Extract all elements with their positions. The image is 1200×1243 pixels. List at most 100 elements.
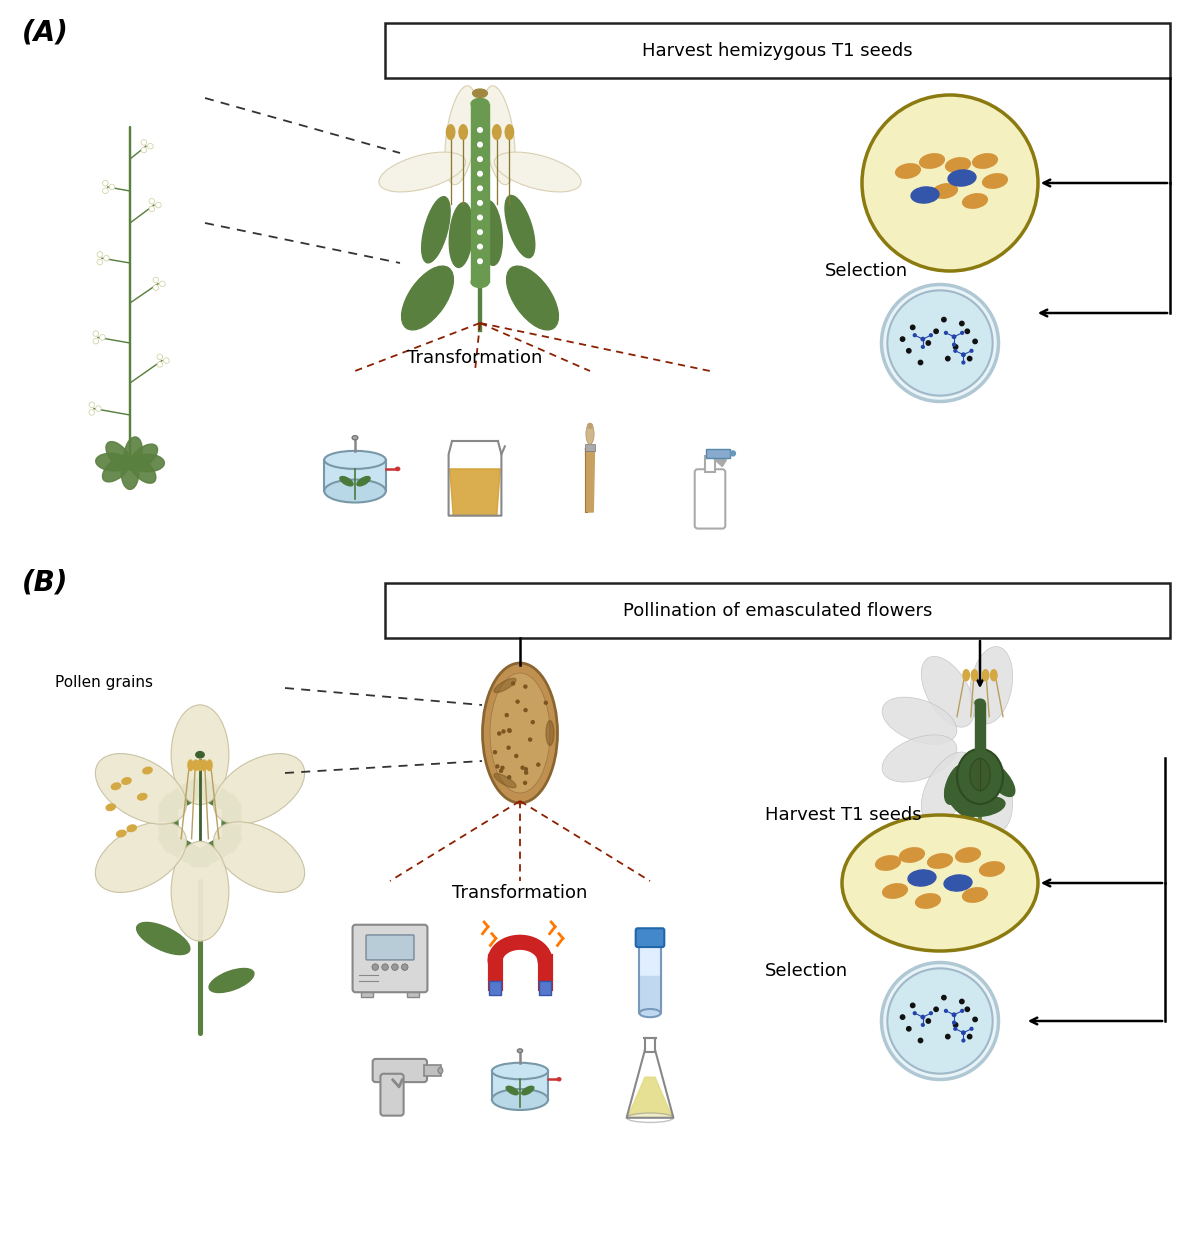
Text: Selection: Selection: [766, 962, 848, 979]
Ellipse shape: [112, 783, 121, 789]
Circle shape: [900, 1016, 905, 1019]
Ellipse shape: [172, 705, 229, 804]
Ellipse shape: [130, 444, 157, 470]
Circle shape: [930, 1012, 932, 1014]
Ellipse shape: [96, 454, 130, 471]
Circle shape: [973, 1017, 977, 1022]
Ellipse shape: [946, 158, 971, 173]
Circle shape: [154, 277, 158, 283]
Ellipse shape: [546, 721, 554, 746]
Circle shape: [545, 701, 547, 705]
Ellipse shape: [916, 894, 941, 909]
Circle shape: [505, 713, 509, 717]
Circle shape: [516, 700, 520, 704]
Ellipse shape: [985, 763, 1015, 797]
Circle shape: [163, 358, 169, 363]
Ellipse shape: [494, 679, 516, 692]
Circle shape: [478, 128, 482, 132]
Ellipse shape: [214, 753, 305, 824]
Circle shape: [94, 331, 98, 337]
Circle shape: [502, 730, 505, 733]
Circle shape: [499, 769, 503, 772]
Circle shape: [946, 357, 950, 360]
Polygon shape: [628, 1078, 672, 1116]
Ellipse shape: [882, 962, 998, 1079]
Circle shape: [524, 685, 527, 689]
Circle shape: [942, 996, 946, 999]
Ellipse shape: [983, 174, 1007, 188]
Circle shape: [478, 215, 482, 220]
Circle shape: [953, 343, 955, 346]
Circle shape: [493, 751, 497, 753]
Ellipse shape: [626, 1112, 673, 1122]
Ellipse shape: [517, 1049, 523, 1053]
Ellipse shape: [944, 764, 967, 804]
Circle shape: [954, 1028, 956, 1030]
Ellipse shape: [946, 784, 976, 818]
Circle shape: [926, 341, 930, 346]
Circle shape: [96, 405, 101, 411]
Ellipse shape: [911, 186, 938, 203]
Ellipse shape: [970, 646, 1013, 723]
Bar: [586, 444, 595, 450]
FancyBboxPatch shape: [353, 925, 427, 992]
Circle shape: [529, 738, 532, 741]
Text: Selection: Selection: [826, 262, 908, 280]
Circle shape: [960, 999, 964, 1003]
Ellipse shape: [876, 855, 900, 870]
Ellipse shape: [130, 456, 156, 484]
Circle shape: [934, 329, 938, 333]
Ellipse shape: [340, 476, 353, 486]
Ellipse shape: [887, 291, 992, 395]
Circle shape: [521, 766, 524, 769]
Ellipse shape: [131, 454, 164, 472]
Ellipse shape: [522, 1086, 534, 1095]
Circle shape: [478, 200, 482, 205]
Circle shape: [970, 1028, 973, 1030]
Circle shape: [918, 360, 923, 364]
Circle shape: [913, 1012, 916, 1014]
FancyBboxPatch shape: [373, 1059, 427, 1083]
Ellipse shape: [445, 86, 478, 185]
Bar: [488, 981, 502, 996]
Circle shape: [532, 721, 534, 723]
Circle shape: [954, 1023, 958, 1027]
FancyBboxPatch shape: [695, 470, 725, 528]
Circle shape: [157, 362, 163, 367]
Ellipse shape: [158, 834, 210, 866]
Circle shape: [103, 180, 108, 186]
Ellipse shape: [449, 203, 473, 267]
Circle shape: [100, 334, 106, 341]
Circle shape: [944, 332, 947, 334]
Circle shape: [962, 1039, 965, 1042]
Circle shape: [140, 147, 146, 153]
Circle shape: [372, 963, 378, 971]
Text: Harvest hemizygous T1 seeds: Harvest hemizygous T1 seeds: [642, 41, 913, 60]
Ellipse shape: [127, 825, 137, 832]
Circle shape: [478, 230, 482, 235]
Ellipse shape: [588, 424, 593, 429]
Ellipse shape: [138, 793, 146, 800]
Circle shape: [156, 203, 161, 208]
Bar: [472, 103, 488, 282]
Ellipse shape: [209, 968, 254, 992]
Circle shape: [89, 401, 95, 408]
Ellipse shape: [492, 124, 502, 139]
Circle shape: [911, 326, 914, 329]
Circle shape: [524, 771, 528, 774]
Circle shape: [508, 728, 511, 732]
Ellipse shape: [908, 870, 936, 886]
Polygon shape: [640, 943, 661, 1013]
Ellipse shape: [494, 773, 516, 788]
Ellipse shape: [505, 195, 535, 257]
Circle shape: [973, 339, 977, 343]
Ellipse shape: [458, 124, 468, 139]
Ellipse shape: [479, 200, 503, 265]
Ellipse shape: [928, 854, 953, 868]
Circle shape: [94, 338, 98, 344]
Ellipse shape: [158, 779, 210, 813]
Circle shape: [922, 337, 924, 341]
Text: Pollen grains: Pollen grains: [55, 675, 154, 691]
Bar: [974, 702, 985, 767]
Circle shape: [524, 768, 528, 771]
